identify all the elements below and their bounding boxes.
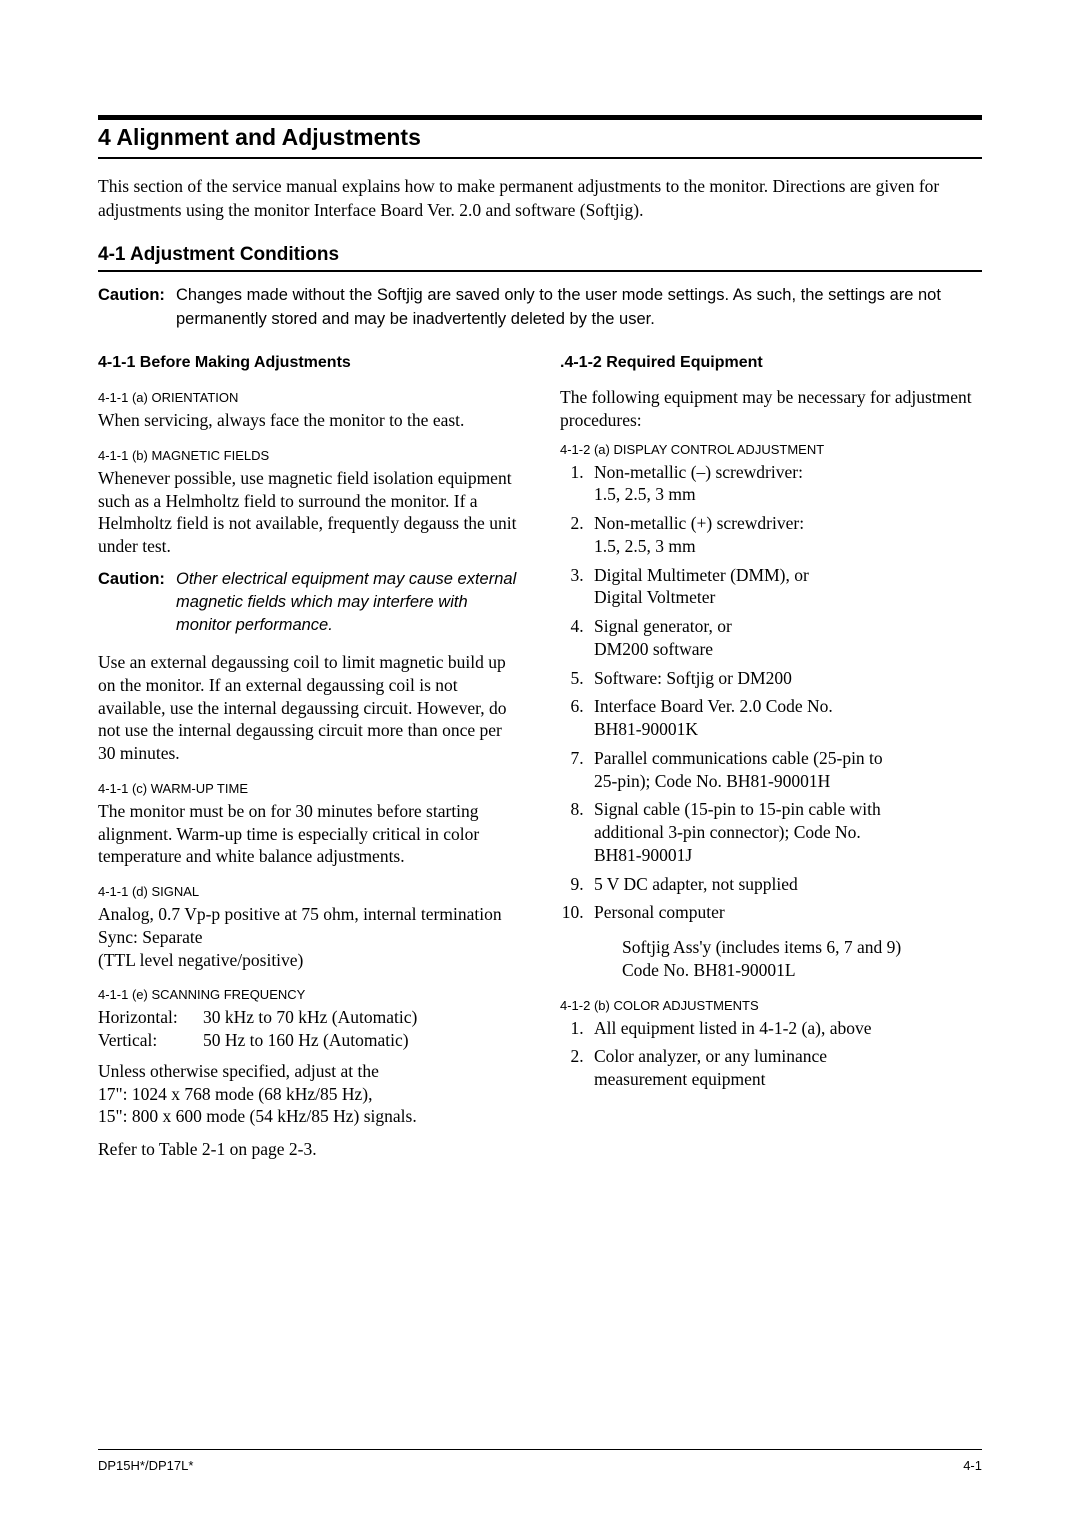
- subsection-title-before-adjustments: 4-1-1 Before Making Adjustments: [98, 354, 520, 372]
- heading-scanning-frequency: 4-1-1 (e) SCANNING FREQUENCY: [98, 987, 520, 1002]
- heading-orientation: 4-1-1 (a) ORIENTATION: [98, 390, 520, 405]
- list-item: Digital Multimeter (DMM), or Digital Vol…: [588, 564, 982, 610]
- scanning-body-2b: 17": 1024 x 768 mode (68 kHz/85 Hz),: [98, 1083, 520, 1106]
- freq-horizontal-value: 30 kHz to 70 kHz (Automatic): [203, 1006, 417, 1029]
- caution-label: Caution:: [98, 284, 176, 332]
- footer-right: 4-1: [963, 1458, 982, 1473]
- list-item: 5 V DC adapter, not supplied: [588, 873, 982, 896]
- item-line: Personal computer: [594, 902, 725, 922]
- right-column: .4-1-2 Required Equipment The following …: [560, 354, 982, 1171]
- page-footer: DP15H*/DP17L* 4-1: [98, 1449, 982, 1473]
- chapter-intro: This section of the service manual expla…: [98, 175, 982, 222]
- item-line: Signal generator, or: [594, 616, 732, 636]
- item-line: Digital Multimeter (DMM), or: [594, 565, 809, 585]
- heading-color-adjustments: 4-1-2 (b) COLOR ADJUSTMENTS: [560, 998, 982, 1013]
- left-column: 4-1-1 Before Making Adjustments 4-1-1 (a…: [98, 354, 520, 1171]
- section-title-rule: 4-1 Adjustment Conditions: [98, 244, 982, 272]
- item-line: 1.5, 2.5, 3 mm: [594, 484, 696, 504]
- heading-warm-up-time: 4-1-1 (c) WARM-UP TIME: [98, 781, 520, 796]
- list-item: Non-metallic (+) screwdriver: 1.5, 2.5, …: [588, 512, 982, 558]
- chapter-title: 4 Alignment and Adjustments: [98, 124, 982, 151]
- section-caution: Caution: Changes made without the Softji…: [98, 284, 982, 332]
- signal-body-3: (TTL level negative/positive): [98, 949, 520, 972]
- item-line: DM200 software: [594, 639, 713, 659]
- item-line: Non-metallic (+) screwdriver:: [594, 513, 804, 533]
- item-line: measurement equipment: [594, 1069, 766, 1089]
- item-line: BH81-90001J: [594, 845, 692, 865]
- caution-label: Caution:: [98, 568, 176, 637]
- list-item: Non-metallic (–) screwdriver: 1.5, 2.5, …: [588, 461, 982, 507]
- item-line: Parallel communications cable (25-pin to: [594, 748, 883, 768]
- scanning-body-3: Refer to Table 2-1 on page 2-3.: [98, 1138, 520, 1161]
- list-item: Signal generator, or DM200 software: [588, 615, 982, 661]
- magnetic-fields-body-2: Use an external degaussing coil to limit…: [98, 651, 520, 765]
- signal-body-2: Sync: Separate: [98, 926, 520, 949]
- two-column-layout: 4-1-1 Before Making Adjustments 4-1-1 (a…: [98, 354, 982, 1171]
- required-equipment-intro: The following equipment may be necessary…: [560, 386, 982, 432]
- item-line: BH81-90001K: [594, 719, 698, 739]
- caution-body: Changes made without the Softjig are sav…: [176, 284, 982, 332]
- list-item: Color analyzer, or any luminance measure…: [588, 1045, 982, 1091]
- warm-up-body: The monitor must be on for 30 minutes be…: [98, 800, 520, 868]
- scanning-body-2c: 15": 800 x 600 mode (54 kHz/85 Hz) signa…: [98, 1105, 520, 1128]
- softjig-note-1: Softjig Ass'y (includes items 6, 7 and 9…: [622, 936, 982, 959]
- chapter-title-rule: 4 Alignment and Adjustments: [98, 115, 982, 159]
- freq-vertical-value: 50 Hz to 160 Hz (Automatic): [203, 1029, 409, 1052]
- item-line: Software: Softjig or DM200: [594, 668, 792, 688]
- freq-horizontal-label: Horizontal:: [98, 1006, 203, 1029]
- heading-magnetic-fields: 4-1-1 (b) MAGNETIC FIELDS: [98, 448, 520, 463]
- footer-left: DP15H*/DP17L*: [98, 1458, 193, 1473]
- caution-body: Other electrical equipment may cause ext…: [176, 568, 520, 637]
- softjig-note-2: Code No. BH81-90001L: [622, 959, 982, 982]
- freq-vertical-label: Vertical:: [98, 1029, 203, 1052]
- item-line: 5 V DC adapter, not supplied: [594, 874, 798, 894]
- list-item: Parallel communications cable (25-pin to…: [588, 747, 982, 793]
- item-line: 25-pin); Code No. BH81-90001H: [594, 771, 830, 791]
- signal-body-1: Analog, 0.7 Vp-p positive at 75 ohm, int…: [98, 903, 520, 926]
- list-item: Personal computer: [588, 901, 982, 924]
- scanning-body-2a: Unless otherwise specified, adjust at th…: [98, 1060, 520, 1083]
- scanning-frequency-table: Horizontal: 30 kHz to 70 kHz (Automatic)…: [98, 1006, 520, 1052]
- list-item: Interface Board Ver. 2.0 Code No. BH81-9…: [588, 695, 982, 741]
- section-title: 4-1 Adjustment Conditions: [98, 244, 982, 266]
- item-line: Signal cable (15-pin to 15-pin cable wit…: [594, 799, 881, 819]
- list-item: Software: Softjig or DM200: [588, 667, 982, 690]
- heading-signal: 4-1-1 (d) SIGNAL: [98, 884, 520, 899]
- item-line: additional 3-pin connector); Code No.: [594, 822, 861, 842]
- orientation-body: When servicing, always face the monitor …: [98, 409, 520, 432]
- subsection-title-required-equipment: .4-1-2 Required Equipment: [560, 354, 982, 372]
- magnetic-fields-caution: Caution: Other electrical equipment may …: [98, 568, 520, 637]
- color-adjustments-list: All equipment listed in 4-1-2 (a), above…: [560, 1017, 982, 1091]
- item-line: Color analyzer, or any luminance: [594, 1046, 827, 1066]
- item-line: All equipment listed in 4-1-2 (a), above: [594, 1018, 872, 1038]
- heading-display-control-adjustment: 4-1-2 (a) DISPLAY CONTROL ADJUSTMENT: [560, 442, 982, 457]
- item-line: Non-metallic (–) screwdriver:: [594, 462, 803, 482]
- list-item: Signal cable (15-pin to 15-pin cable wit…: [588, 798, 982, 866]
- item-line: 1.5, 2.5, 3 mm: [594, 536, 696, 556]
- page: 4 Alignment and Adjustments This section…: [0, 0, 1080, 1528]
- display-control-equipment-list: Non-metallic (–) screwdriver: 1.5, 2.5, …: [560, 461, 982, 925]
- item-line: Interface Board Ver. 2.0 Code No.: [594, 696, 833, 716]
- list-item: All equipment listed in 4-1-2 (a), above: [588, 1017, 982, 1040]
- item-line: Digital Voltmeter: [594, 587, 715, 607]
- magnetic-fields-body-1: Whenever possible, use magnetic field is…: [98, 467, 520, 558]
